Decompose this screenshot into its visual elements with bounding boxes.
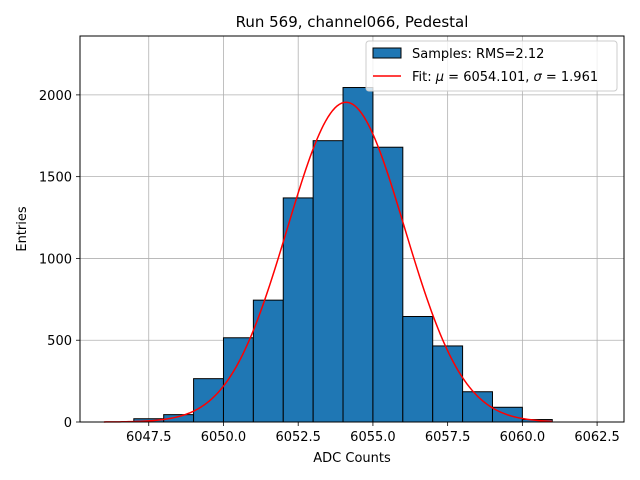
y-tick-label: 0: [64, 416, 72, 431]
legend-fit-mu-value: = 6054.101,: [444, 70, 533, 85]
histogram-bar: [402, 316, 434, 423]
x-tick-label: 6062.5: [574, 430, 620, 445]
y-tick-label: 500: [47, 334, 72, 349]
x-tick-label: 6057.5: [425, 430, 471, 445]
plot-area-frame: [79, 35, 625, 423]
x-tick-label: 6047.5: [126, 430, 172, 445]
x-tick-label: 6060.0: [500, 430, 546, 445]
y-axis-label: Entries: [15, 206, 30, 252]
y-tick-label: 1000: [39, 252, 72, 267]
histogram-bar: [312, 140, 344, 423]
legend-frame: [365, 40, 618, 92]
legend-histogram-label: Samples: RMS=2.12: [412, 47, 544, 62]
y-axis-ticks: 0 500 1000 1500 2000: [39, 89, 80, 431]
x-tick-label: 6052.5: [275, 430, 321, 445]
y-tick-label: 1500: [39, 171, 72, 186]
x-axis-ticks: 6047.5 6050.0 6052.5 6055.0 6057.5 6060.0 6062…: [126, 422, 620, 445]
fit-curve: [103, 101, 553, 423]
histogram-bar: [342, 87, 374, 423]
y-tick-label: 2000: [39, 89, 72, 104]
x-tick-label: 6050.0: [201, 430, 247, 445]
legend-fit-label: Fit: μ = 6054.101, σ = 1.961: [412, 70, 598, 85]
histogram-bars: [133, 87, 553, 423]
histogram-bar: [372, 146, 404, 423]
x-axis-label: ADC Counts: [313, 451, 391, 466]
legend-fit-sigma-symbol: σ: [534, 70, 543, 85]
legend-histogram-swatch: [372, 47, 402, 59]
legend-fit-mu-symbol: μ: [435, 70, 444, 85]
chart-title: Run 569, channel066, Pedestal: [236, 13, 469, 31]
histogram-bar: [432, 345, 464, 423]
legend-fit-sigma-value: = 1.961: [542, 70, 598, 85]
histogram-bar: [282, 197, 314, 423]
x-tick-label: 6055.0: [350, 430, 396, 445]
histogram-bar: [193, 378, 224, 423]
legend: Samples: RMS=2.12 Fit: μ = 6054.101, σ =…: [365, 40, 618, 92]
fit-curve-group: [103, 101, 553, 423]
legend-fit-prefix: Fit:: [412, 70, 436, 85]
